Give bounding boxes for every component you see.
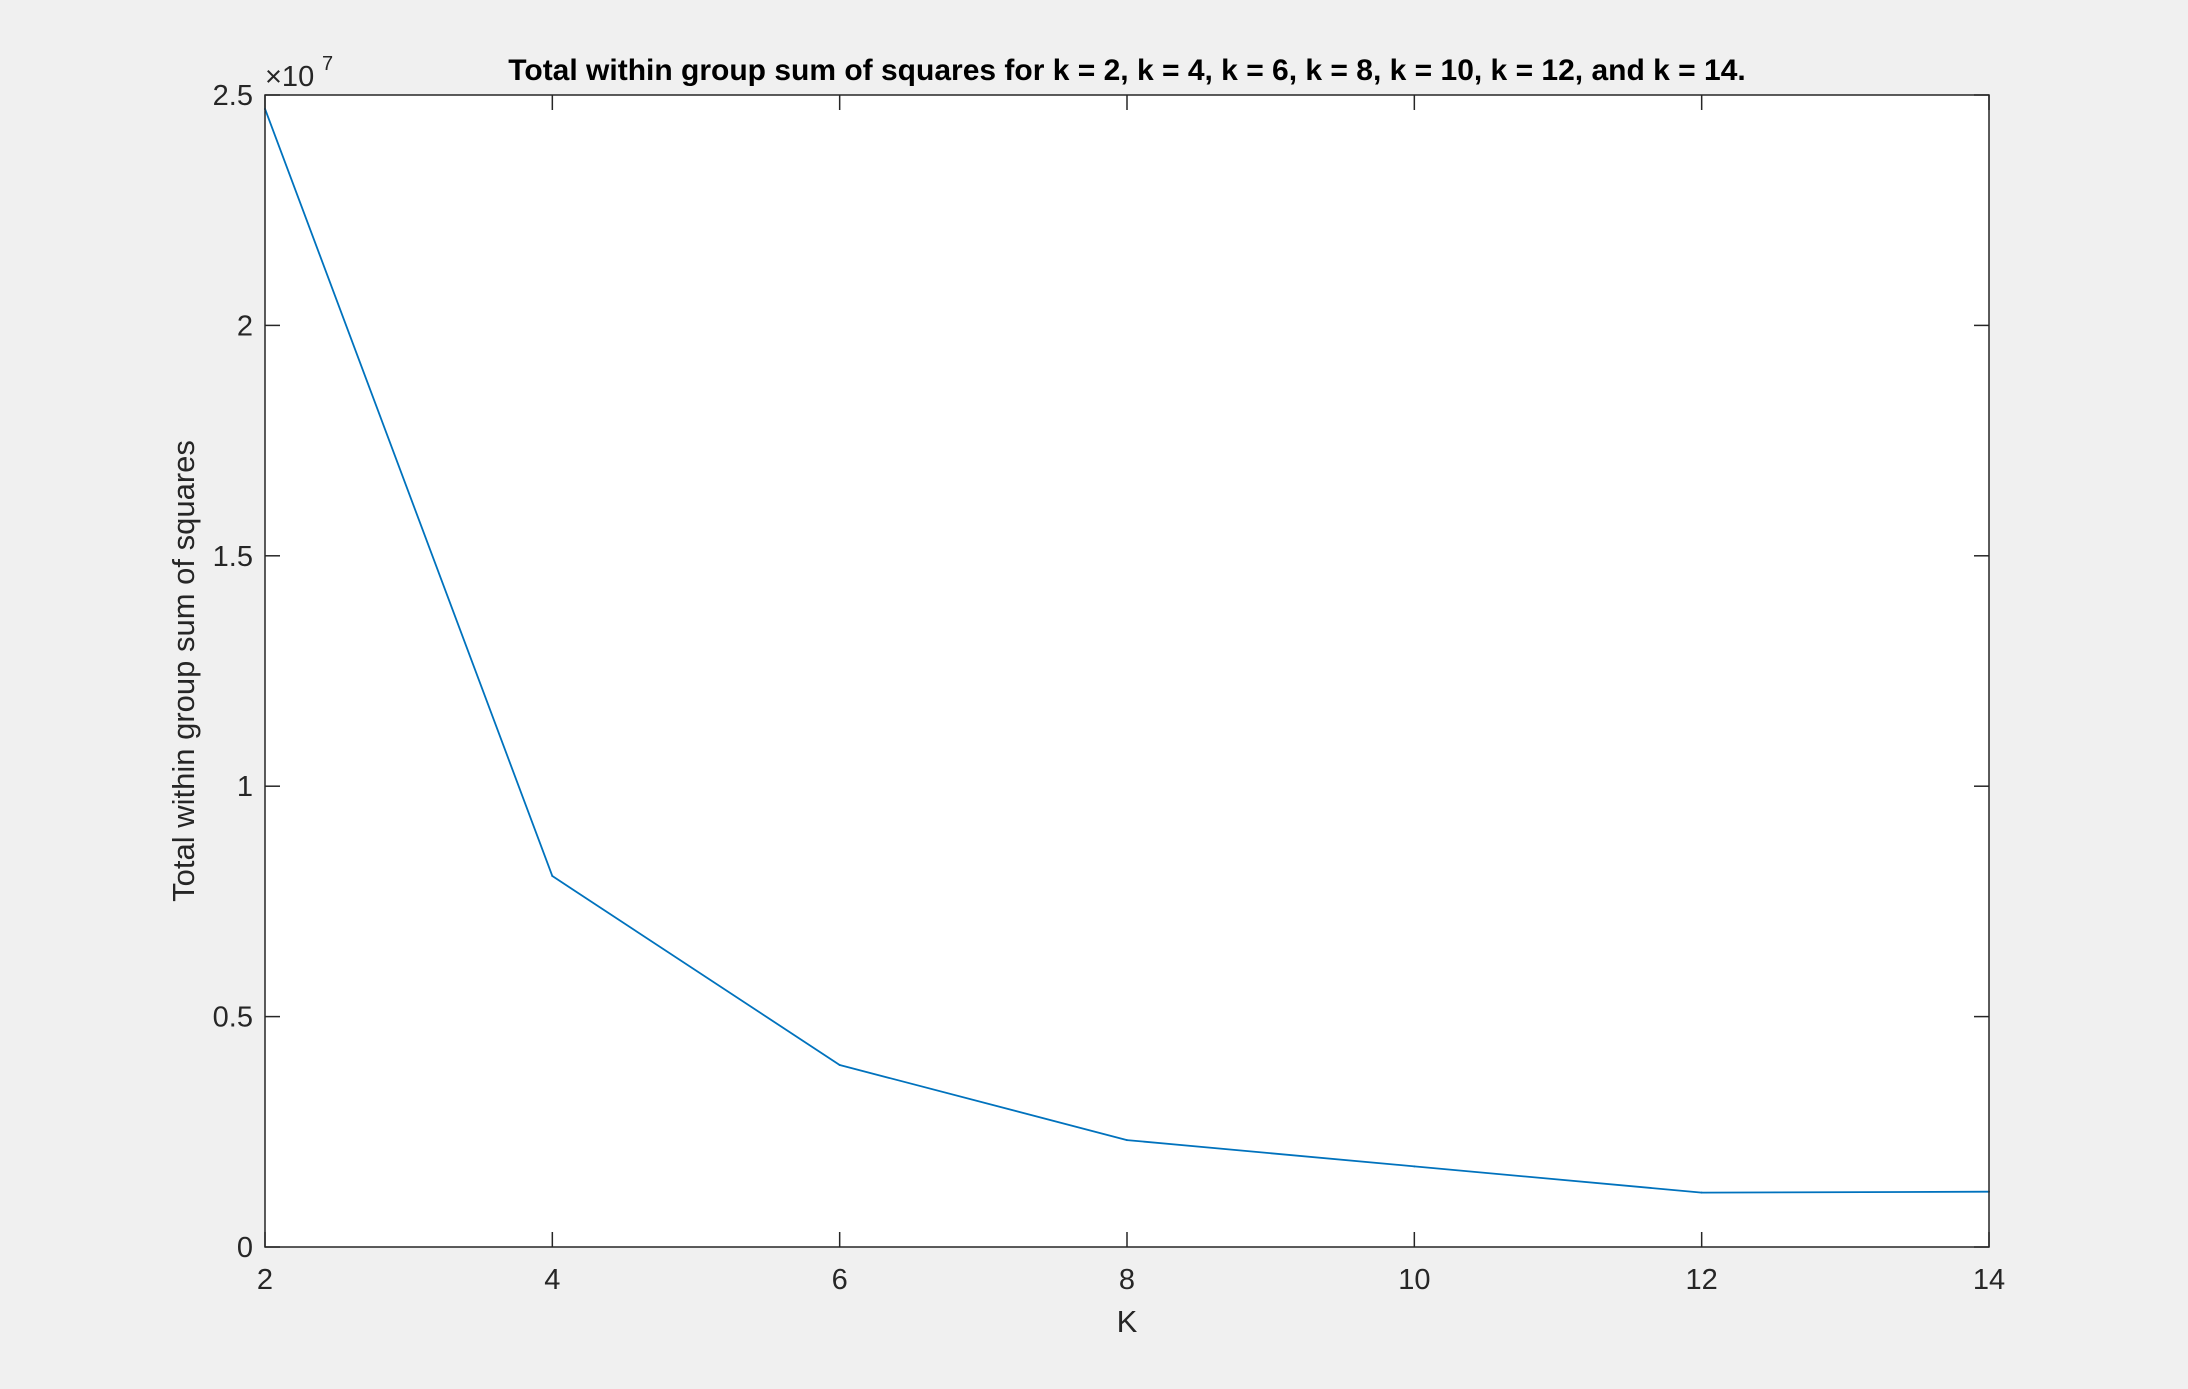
data-point (551, 875, 554, 878)
x-tick-label: 12 (1686, 1264, 1718, 1296)
tick-labels: 2 4 6 8 10 12 14 0 0.5 1 1.5 2 2.5 (213, 80, 2005, 1296)
y-tick-label: 2 (237, 310, 253, 342)
y-tick-label: 1 (237, 771, 253, 803)
x-tick-label: 6 (832, 1264, 848, 1296)
y-axis-label: Total within group sum of squares (166, 440, 201, 902)
y-exponent-base: ×10 (265, 61, 314, 93)
y-tick-label: 0 (237, 1232, 253, 1264)
data-point (1700, 1191, 1703, 1194)
y-tick-label: 2.5 (213, 80, 253, 112)
chart-title: Total within group sum of squares for k … (508, 54, 1745, 87)
x-tick-label: 8 (1119, 1264, 1135, 1296)
y-exponent: ×10 7 (265, 53, 333, 93)
axes-box (264, 94, 1990, 1248)
y-exponent-power: 7 (322, 53, 333, 75)
axes-background (265, 95, 1989, 1247)
data-point (838, 1063, 841, 1066)
x-tick-label: 10 (1398, 1264, 1430, 1296)
data-point (1413, 1165, 1416, 1168)
x-tick-label: 14 (1973, 1264, 2005, 1296)
y-tick-label: 1.5 (213, 541, 253, 573)
x-tick-label: 2 (257, 1264, 273, 1296)
x-tick-label: 4 (544, 1264, 560, 1296)
data-point (1126, 1139, 1128, 1142)
y-tick-label: 0.5 (213, 1002, 253, 1034)
x-axis-label: K (1117, 1304, 1138, 1339)
